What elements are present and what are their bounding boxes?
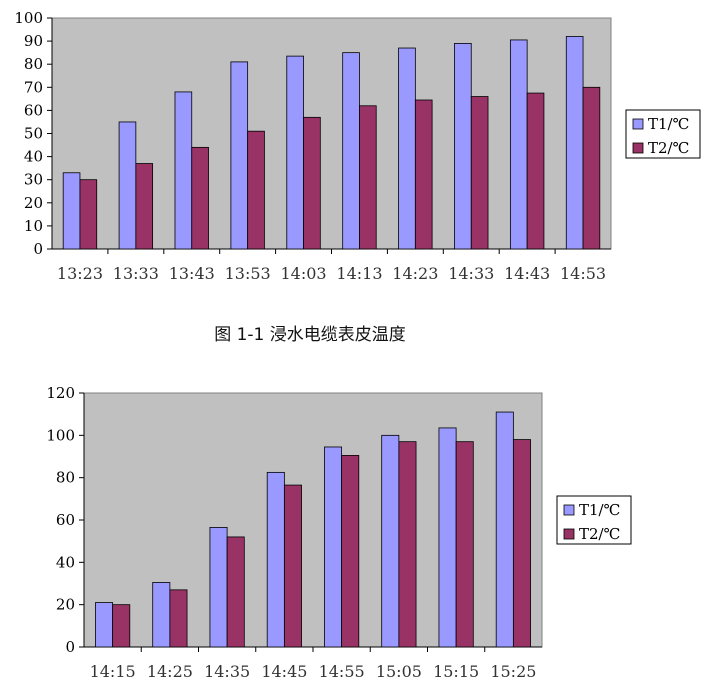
chart-2: 0 20 40 60 80 100 120 14:15 14:25 14:35 14:45 14:55…: [46, 384, 632, 681]
bar-t1: [152, 582, 171, 648]
bar-t1: [381, 434, 400, 648]
bar-t2: [398, 441, 417, 648]
bar-t1: [174, 91, 193, 250]
x-tick-label: 14:23: [392, 264, 438, 283]
legend-swatch-t1: [563, 504, 575, 516]
y-tick-label: 100: [46, 426, 75, 444]
legend-label-t1: T1/℃: [579, 501, 620, 519]
y-tick-label: 40: [24, 148, 43, 166]
bar-t2: [512, 439, 531, 648]
bar-t1: [565, 36, 584, 250]
bar-t1: [398, 47, 416, 250]
x-tick-label: 14:13: [336, 264, 382, 283]
x-tick-label: 13:23: [57, 264, 103, 283]
y-tick-label: 60: [24, 101, 43, 119]
y-tick-label: 100: [14, 9, 43, 27]
y-tick-label: 0: [65, 638, 75, 656]
bar-t2: [226, 536, 245, 648]
bar-t1: [118, 121, 137, 250]
y-tick-label: 20: [56, 596, 75, 614]
y-tick-label: 70: [24, 78, 43, 96]
x-tick-label: 14:55: [319, 662, 365, 681]
bar-t1: [438, 427, 457, 648]
bar-t2: [470, 96, 489, 250]
y-tick-label: 40: [56, 553, 75, 571]
bar-t2: [191, 146, 209, 250]
bar-t2: [414, 99, 433, 250]
bar-t2: [526, 92, 545, 250]
bar-t2: [283, 484, 302, 648]
bar-t2: [455, 441, 474, 648]
x-tick-label: 14:33: [448, 264, 494, 283]
x-tick-label: 14:53: [560, 264, 606, 283]
y-tick-label: 10: [24, 217, 43, 235]
bar-t1: [342, 52, 360, 250]
y-tick-label: 0: [33, 240, 43, 258]
legend-label-t1: T1/℃: [648, 115, 689, 133]
bar-t1: [266, 471, 285, 648]
bar-t2: [303, 116, 321, 250]
bar-t1: [509, 39, 528, 250]
bar-t1: [230, 61, 249, 250]
figure-caption-1: 图 1-1 浸水电缆表皮温度: [214, 325, 406, 345]
bar-t1: [495, 411, 514, 648]
x-tick-label: 14:45: [261, 662, 307, 681]
chart-1: 0 10 20 30 40 50 60 70 80 90 100 13:23 13:33 13:43 13:…: [14, 9, 701, 283]
x-tick-label: 14:15: [90, 662, 136, 681]
x-tick-label: 15:05: [376, 662, 422, 681]
y-tick-label: 50: [24, 125, 43, 143]
bar-t1: [95, 602, 114, 648]
y-tick-label: 90: [24, 32, 43, 50]
legend-swatch-t2: [563, 528, 575, 540]
y-tick-label: 20: [24, 194, 43, 212]
x-tick-label: 13:43: [169, 264, 215, 283]
y-tick-label: 30: [24, 171, 43, 189]
x-tick-label: 13:53: [225, 264, 271, 283]
bar-t2: [359, 105, 377, 250]
bar-t1: [286, 55, 304, 250]
y-tick-label: 120: [46, 384, 75, 402]
bar-t1: [62, 172, 81, 250]
x-tick-label: 14:35: [204, 662, 250, 681]
bar-t2: [135, 163, 154, 250]
legend-swatch-t1: [632, 118, 644, 130]
x-tick-label: 14:43: [504, 264, 550, 283]
bar-t2: [79, 179, 98, 250]
bar-t2: [341, 455, 360, 648]
x-tick-label: 13:33: [113, 264, 159, 283]
legend-swatch-t2: [632, 142, 644, 154]
x-tick-label: 14:03: [280, 264, 326, 283]
bar-t2: [112, 604, 131, 648]
legend-label-t2: T2/℃: [579, 525, 620, 543]
bar-t2: [582, 86, 601, 250]
x-tick-label: 15:15: [433, 662, 479, 681]
y-tick-label: 80: [56, 469, 75, 487]
bar-t1: [324, 446, 343, 648]
bar-t2: [247, 130, 265, 250]
bar-t1: [454, 43, 472, 250]
bar-t1: [209, 527, 228, 648]
bar-t2: [169, 589, 188, 648]
y-tick-label: 60: [56, 511, 75, 529]
x-tick-label: 14:25: [147, 662, 193, 681]
legend-label-t2: T2/℃: [648, 139, 689, 157]
x-tick-label: 15:25: [490, 662, 536, 681]
y-tick-label: 80: [24, 55, 43, 73]
